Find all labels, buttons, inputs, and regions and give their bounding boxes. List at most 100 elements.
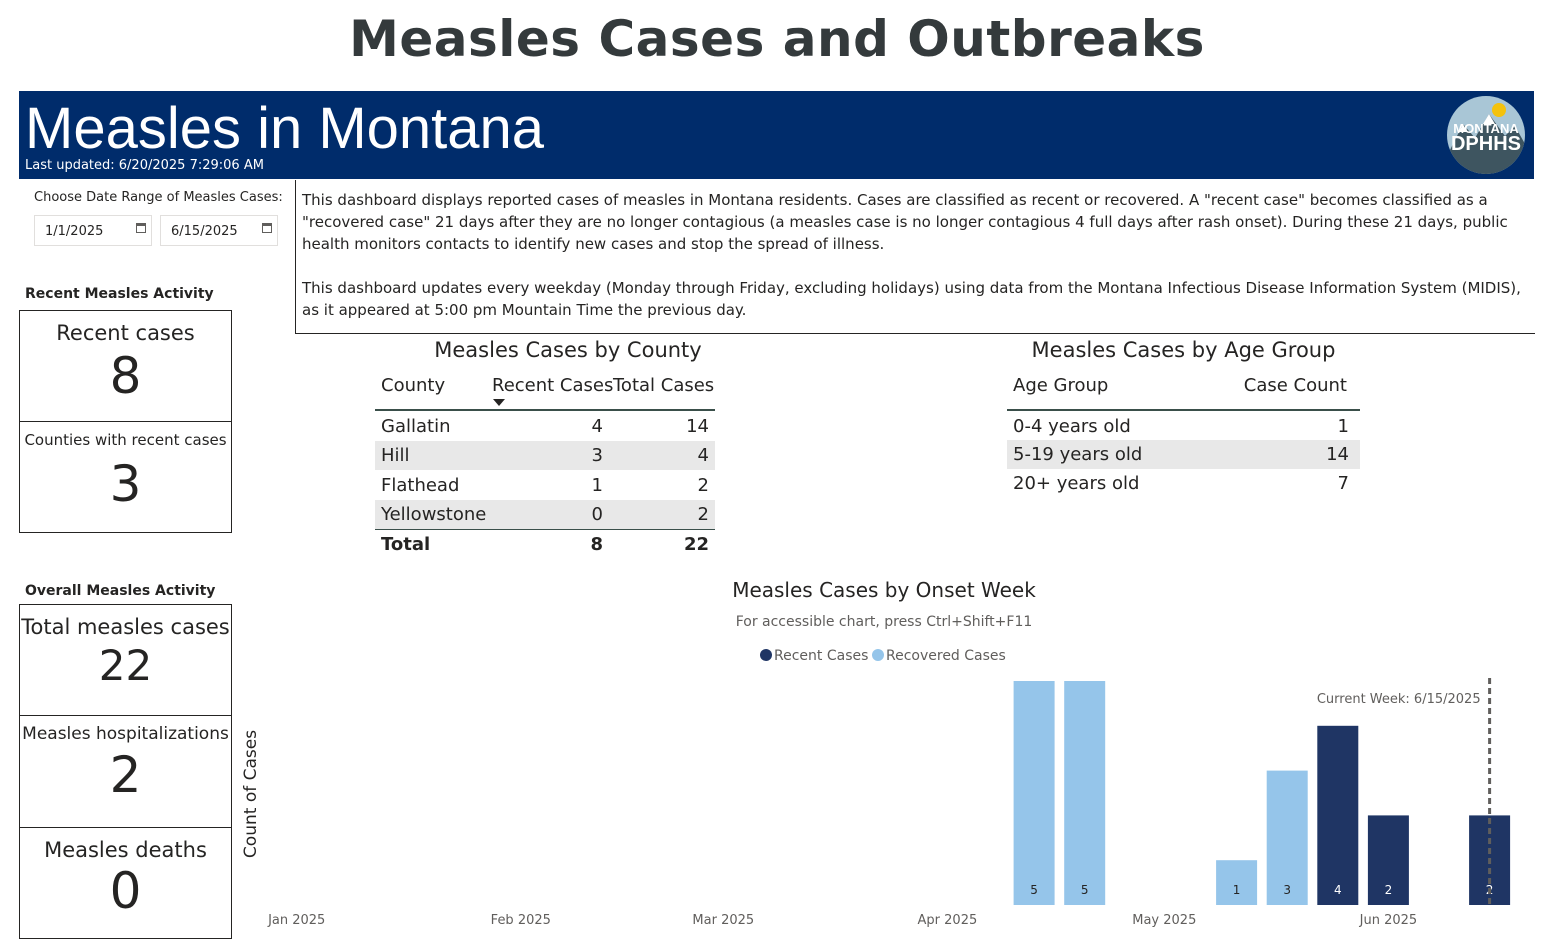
end-date-value: 6/15/2025 <box>171 224 238 239</box>
current-week-label: Current Week: 6/15/2025 <box>1317 692 1481 707</box>
logo-text-dphhs: DPHHS <box>1450 133 1521 155</box>
column-header-county[interactable]: County <box>381 375 446 396</box>
bar-recovered[interactable] <box>1266 770 1308 905</box>
bar-recent[interactable] <box>1367 815 1409 905</box>
recent-activity-label: Recent Measles Activity <box>25 286 214 302</box>
recent-cases-card[interactable]: Recent cases 8 <box>19 310 232 422</box>
bar-data-label: 3 <box>1283 883 1291 897</box>
total-cases-value: 14 <box>686 416 709 437</box>
hospitalizations-card[interactable]: Measles hospitalizations 2 <box>19 715 232 828</box>
logo-mountain-icon <box>1447 103 1525 174</box>
age-group-name: 0-4 years old <box>1013 416 1131 437</box>
recent-cases-value: 3 <box>591 445 603 466</box>
card-value: 8 <box>109 347 142 405</box>
column-header-recent-cases[interactable]: Recent Cases <box>492 375 614 396</box>
y-axis-label: Count of Cases <box>241 730 261 858</box>
table-row[interactable]: Hill 3 4 <box>375 441 715 470</box>
county-table: County Recent Cases Total Cases Gallatin… <box>375 372 715 562</box>
total-row: Total 8 22 <box>375 530 715 559</box>
header-banner: Measles in Montana Last updated: 6/20/20… <box>19 91 1534 179</box>
chart-legend[interactable]: Recent Cases Recovered Cases <box>760 648 1006 664</box>
legend-marker-recent <box>760 649 772 661</box>
current-week-reference: Current Week: 6/15/2025 <box>1317 678 1492 908</box>
total-cases-value: 22 <box>683 534 709 555</box>
legend-marker-recovered <box>872 649 884 661</box>
banner-title: Measles in Montana <box>25 96 545 161</box>
legend-label-recent[interactable]: Recent Cases <box>774 648 868 664</box>
chart-title: Measles Cases by Onset Week <box>732 578 1036 602</box>
total-cases-value: 4 <box>697 445 709 466</box>
chart-bars: 5513422 <box>1013 681 1511 905</box>
card-label: Counties with recent cases <box>24 431 227 449</box>
x-tick-label: Jan 2025 <box>267 913 325 928</box>
start-date-value: 1/1/2025 <box>45 224 104 239</box>
county-name: Flathead <box>381 475 460 496</box>
logo-text-montana: MONTANA <box>1453 121 1519 136</box>
counties-recent-card[interactable]: Counties with recent cases 3 <box>19 421 232 533</box>
onset-week-chart[interactable]: Measles Cases by Onset Week For accessib… <box>235 570 1535 942</box>
end-date-input[interactable]: 6/15/2025 <box>160 215 278 246</box>
bar-recent[interactable] <box>1317 725 1359 905</box>
column-header-case-count[interactable]: Case Count <box>1243 375 1347 396</box>
x-tick-label: Jun 2025 <box>1359 913 1418 928</box>
table-row[interactable]: 5-19 years old 14 <box>1007 440 1360 469</box>
total-divider <box>375 529 715 530</box>
case-count-value: 1 <box>1337 416 1349 437</box>
county-name: Gallatin <box>381 416 451 437</box>
table-row[interactable]: Gallatin 4 14 <box>375 412 715 441</box>
card-value: 0 <box>109 862 142 920</box>
card-label: Recent cases <box>56 321 195 345</box>
total-recent-value: 8 <box>590 534 603 555</box>
bar-recovered[interactable] <box>1064 681 1106 905</box>
card-value: 22 <box>98 641 153 690</box>
column-header-age-group[interactable]: Age Group <box>1013 375 1109 396</box>
recent-cases-value: 4 <box>591 416 603 437</box>
total-cases-card[interactable]: Total measles cases 22 <box>19 604 232 716</box>
age-group-name: 20+ years old <box>1013 473 1140 494</box>
table-row[interactable]: 20+ years old 7 <box>1007 469 1360 498</box>
county-table-title: Measles Cases by County <box>434 338 702 362</box>
recent-cases-value: 1 <box>591 475 603 496</box>
case-count-value: 14 <box>1326 444 1349 465</box>
start-date-input[interactable]: 1/1/2025 <box>34 215 152 246</box>
card-label: Measles deaths <box>44 838 207 862</box>
description-paragraph-2: This dashboard updates every weekday (Mo… <box>302 279 1521 319</box>
description-paragraph-1: This dashboard displays reported cases o… <box>302 191 1508 253</box>
x-tick-label: Feb 2025 <box>491 913 551 928</box>
header-divider <box>1007 409 1360 411</box>
sort-descending-icon[interactable] <box>493 399 505 406</box>
total-cases-value: 2 <box>697 475 709 496</box>
recent-cases-value: 0 <box>591 504 603 525</box>
column-header-total-cases[interactable]: Total Cases <box>613 375 715 396</box>
card-label: Total measles cases <box>21 615 230 639</box>
x-tick-label: Mar 2025 <box>692 913 754 928</box>
deaths-card[interactable]: Measles deaths 0 <box>19 827 232 939</box>
last-updated-text: Last updated: 6/20/2025 7:29:06 AM <box>25 158 264 173</box>
bar-recovered[interactable] <box>1013 681 1055 905</box>
overall-activity-label: Overall Measles Activity <box>25 583 216 599</box>
bar-data-label: 4 <box>1334 883 1342 897</box>
table-row[interactable]: Yellowstone 0 2 <box>375 500 715 529</box>
age-group-table: Age Group Case Count 0-4 years old 1 5-1… <box>1007 372 1360 502</box>
age-table-title: Measles Cases by Age Group <box>1031 338 1336 362</box>
table-row[interactable]: 0-4 years old 1 <box>1007 412 1360 441</box>
bar-data-label: 2 <box>1385 883 1393 897</box>
bar-recovered[interactable] <box>1216 860 1258 905</box>
table-row[interactable]: Flathead 1 2 <box>375 471 715 500</box>
card-label: Measles hospitalizations <box>22 724 229 744</box>
county-name: Hill <box>381 445 410 466</box>
calendar-icon[interactable] <box>136 223 146 233</box>
age-group-name: 5-19 years old <box>1013 444 1143 465</box>
x-axis-ticks: Jan 2025 Feb 2025 Mar 2025 Apr 2025 May 2025… <box>267 913 1417 928</box>
dashboard-description: This dashboard displays reported cases o… <box>295 180 1535 334</box>
header-divider <box>375 409 715 411</box>
montana-dphhs-logo: MONTANA DPHHS <box>1447 96 1525 174</box>
calendar-icon[interactable] <box>262 223 272 233</box>
chart-subtitle: For accessible chart, press Ctrl+Shift+F… <box>736 614 1033 630</box>
card-value: 2 <box>109 746 142 804</box>
bar-data-label: 5 <box>1030 883 1038 897</box>
total-label: Total <box>381 534 431 555</box>
card-value: 3 <box>109 455 142 513</box>
legend-label-recovered[interactable]: Recovered Cases <box>886 648 1006 664</box>
county-name: Yellowstone <box>381 504 487 525</box>
